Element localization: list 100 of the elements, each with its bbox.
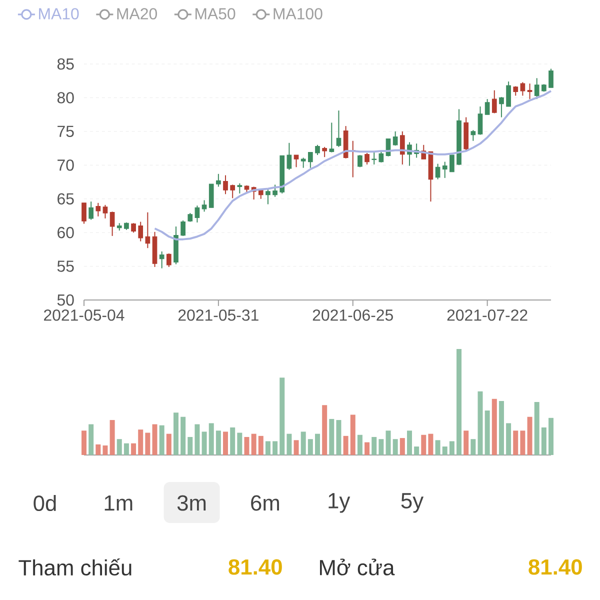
text: Mở cửa <box>320 558 395 576</box>
candlestick <box>180 220 186 236</box>
bar <box>527 416 532 455</box>
candlestick <box>450 154 454 172</box>
x-tick-label: 2021-05-31 <box>178 310 258 321</box>
bar <box>230 427 236 455</box>
bar <box>336 420 342 455</box>
bar <box>166 434 172 455</box>
bar <box>400 438 405 455</box>
candlestick <box>138 221 144 242</box>
candlestick <box>329 122 334 153</box>
bar <box>421 434 426 455</box>
bar <box>322 405 328 455</box>
candlestick <box>534 78 540 100</box>
candlestick <box>322 146 327 158</box>
bar <box>300 432 306 455</box>
bar <box>534 402 540 455</box>
bar <box>188 436 193 455</box>
x-tick-label: 2021-06-25 <box>312 310 393 321</box>
bar <box>484 410 490 455</box>
candlestick <box>372 152 377 165</box>
candlestick <box>492 90 497 114</box>
candlestick <box>266 188 270 205</box>
candlestick <box>484 98 490 116</box>
bar <box>357 434 362 455</box>
candlestick <box>159 250 164 269</box>
candlestick <box>166 252 172 268</box>
text: 1m <box>104 495 132 511</box>
candlestick <box>520 82 526 96</box>
x-tick-label: 2021-07-22 <box>447 310 528 321</box>
legend-label: MA100 <box>274 8 322 20</box>
legend-label: MA50 <box>196 8 236 20</box>
bar <box>82 430 86 455</box>
bar <box>329 418 334 455</box>
candlestick <box>548 68 554 88</box>
candlestick <box>300 157 306 168</box>
bar <box>406 430 412 455</box>
bar <box>548 418 554 455</box>
text: Tham chiếu <box>18 558 132 576</box>
bar <box>492 398 497 455</box>
candlestick <box>294 154 299 168</box>
text: 3m <box>177 495 206 511</box>
candlestick <box>358 154 362 168</box>
bar <box>350 414 356 455</box>
bar <box>265 441 270 455</box>
bar <box>414 446 420 455</box>
bar <box>520 430 526 455</box>
candlestick <box>237 182 242 194</box>
candlestick <box>96 202 101 217</box>
bar <box>392 439 398 455</box>
text: 6m <box>251 495 279 511</box>
y-tick-label: 55 <box>57 260 74 272</box>
bar <box>180 416 186 455</box>
bar <box>159 425 164 455</box>
bar <box>244 436 250 455</box>
bar <box>237 432 242 455</box>
bar <box>464 430 469 455</box>
y-tick-label: 85 <box>57 58 74 70</box>
bar <box>498 400 504 455</box>
text: 5y <box>401 493 424 513</box>
y-tick-label: 65 <box>58 193 74 204</box>
candlestick <box>506 81 511 107</box>
text: 81.40 <box>528 559 582 575</box>
candlestick <box>392 130 398 146</box>
bar <box>102 445 108 455</box>
candlestick <box>131 222 136 234</box>
candlestick <box>88 201 94 220</box>
candlestick <box>208 184 214 208</box>
bar <box>223 432 228 455</box>
candlestick <box>499 96 504 118</box>
bar <box>280 378 285 455</box>
bar <box>294 440 299 455</box>
candlestick <box>336 110 342 148</box>
y-tick-label: 75 <box>58 126 74 137</box>
candlestick <box>110 211 115 236</box>
bar <box>131 443 136 455</box>
bar <box>449 441 454 455</box>
bar <box>541 427 546 455</box>
bar <box>202 432 207 455</box>
bar <box>173 412 178 455</box>
bar <box>386 430 391 455</box>
bar <box>145 432 150 455</box>
bar <box>442 446 448 455</box>
text: 81.40 <box>228 559 282 575</box>
bar <box>124 443 129 455</box>
bar <box>372 436 377 455</box>
candlestick <box>145 212 150 249</box>
bar <box>138 430 144 455</box>
bar <box>364 442 370 455</box>
candlestick <box>286 142 292 170</box>
bar <box>110 420 115 455</box>
legend-label: MA10 <box>39 8 79 20</box>
candlestick <box>230 184 236 199</box>
candlestick <box>364 152 370 165</box>
bar <box>506 423 512 455</box>
bar <box>343 436 348 455</box>
bar <box>428 434 434 455</box>
bar <box>308 439 313 455</box>
candlestick <box>102 204 108 219</box>
bar <box>208 423 214 455</box>
